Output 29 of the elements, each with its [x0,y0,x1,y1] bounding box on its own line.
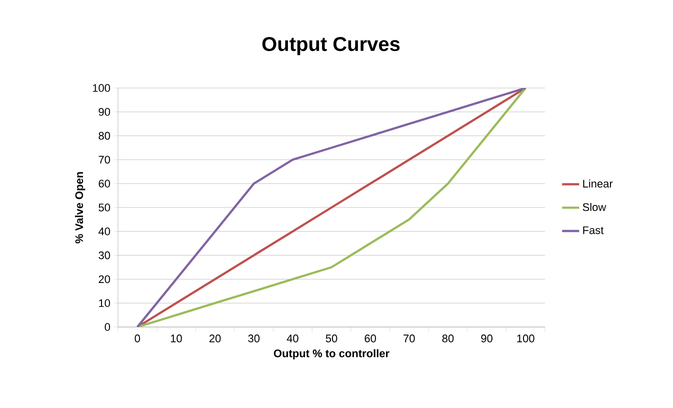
y-tick-label: 20 [98,275,110,284]
y-tick-label: 40 [98,228,110,236]
legend-label: Slow [582,202,606,212]
y-tick-label: 50 [98,204,110,212]
y-tick-label: 10 [99,299,110,307]
y-tick-label: 100 [92,84,110,92]
y-tick-label: 30 [98,251,110,260]
y-tick-label: 80 [98,132,110,140]
x-tick-label: 30 [248,334,260,342]
y-axis-title: % Valve Open [75,172,86,244]
x-tick-label: 60 [364,334,376,342]
y-tick-label: 0 [104,323,110,331]
y-tick-label: 90 [98,108,110,116]
x-tick-label: 0 [134,334,140,342]
legend-label: Linear [583,180,613,188]
x-tick-label: 50 [326,334,338,342]
x-axis-title: Output % to controller [274,349,390,360]
x-tick-label: 10 [170,334,182,342]
line-series [136,88,527,327]
y-tick-label: 60 [98,180,110,188]
x-tick-label: 80 [442,334,454,342]
chart-title: Output Curves [262,36,400,56]
x-tick-label: 20 [209,334,221,342]
y-tick-label: 70 [98,156,110,164]
legend-label: Fast [583,226,604,234]
x-tick-label: 100 [517,334,534,342]
x-tick-label: 70 [404,334,415,342]
x-tick-label: 90 [481,334,492,342]
x-tick-label: 40 [286,334,298,342]
